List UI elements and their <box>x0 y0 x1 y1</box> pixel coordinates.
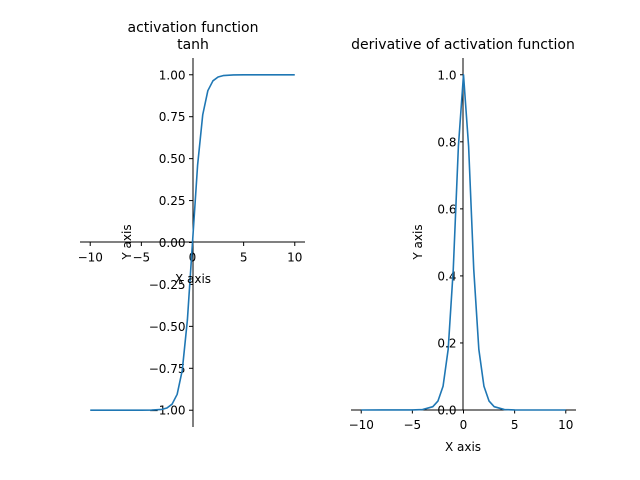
y-tick-label: −0.25 <box>149 278 186 292</box>
tanh-chart: activation function tanh −10 −5 0 5 10 −1.00… <box>78 20 305 427</box>
x-tick-label: 10 <box>287 251 302 265</box>
y-tick-label: 0.2 <box>437 336 456 350</box>
x-tick-label: −5 <box>133 251 151 265</box>
x-tick-label: 5 <box>240 251 248 265</box>
y-ticks: 0.0 0.2 0.4 0.6 0.8 1.0 <box>437 68 464 418</box>
y-axis-label: Y axis <box>411 224 425 260</box>
derivative-series-line <box>361 73 566 411</box>
y-ticks: −1.00 −0.75 −0.50 −0.25 0.00 0.25 0.50 0.75 1.00 <box>149 68 193 418</box>
derivative-chart: derivative of activation function −10 −5 0… <box>349 37 576 454</box>
chart-title-line-1: activation function <box>128 20 259 36</box>
x-tick-label: 0 <box>189 251 197 265</box>
y-tick-label: 0.6 <box>437 202 456 216</box>
x-tick-label: −10 <box>349 418 374 432</box>
chart-title-line-2: tanh <box>177 37 209 53</box>
tanh-series-line <box>90 73 295 412</box>
x-ticks: −10 −5 0 5 10 <box>349 410 573 432</box>
chart-title: derivative of activation function <box>351 37 575 53</box>
y-tick-label: 1.00 <box>159 68 186 82</box>
y-tick-label: 0.50 <box>159 152 186 166</box>
x-tick-label: 10 <box>558 418 573 432</box>
y-tick-label: 0.75 <box>159 110 186 124</box>
x-axis-label: X axis <box>175 272 211 286</box>
x-tick-label: 5 <box>511 418 519 432</box>
y-tick-label: 0.0 <box>437 404 456 418</box>
y-tick-label: −0.75 <box>149 362 186 376</box>
x-axis-label: X axis <box>445 440 481 454</box>
x-tick-label: 0 <box>460 418 468 432</box>
y-axis-label: Y axis <box>120 224 134 260</box>
y-tick-label: 0.00 <box>159 236 186 250</box>
y-tick-label: −1.00 <box>149 404 186 418</box>
y-tick-label: 0.8 <box>437 135 456 149</box>
y-tick-label: 0.4 <box>437 269 456 283</box>
x-tick-label: −5 <box>404 418 422 432</box>
y-tick-label: 1.0 <box>437 68 456 82</box>
x-tick-label: −10 <box>78 251 103 265</box>
y-tick-label: −0.50 <box>149 320 186 334</box>
y-tick-label: 0.25 <box>159 194 186 208</box>
